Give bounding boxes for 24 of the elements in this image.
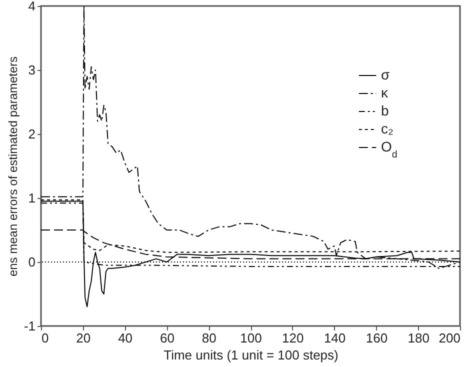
x-tick-label: 180 [408, 330, 430, 346]
x-tick-label: 140 [324, 330, 346, 346]
x-tick-label: 0 [42, 330, 49, 346]
legend-label: σ [381, 66, 390, 82]
y-tick-label: 1 [28, 190, 36, 206]
x-tick-label: 160 [366, 330, 388, 346]
y-tick-label: -1 [24, 318, 36, 334]
x-tick-label: 200 [438, 330, 460, 346]
y-tick-label: 3 [28, 62, 36, 78]
x-tick-label: 120 [282, 330, 304, 346]
x-tick-label: 100 [240, 330, 262, 346]
legend-label: b [381, 102, 389, 118]
y-tick-label: 0 [28, 254, 36, 270]
y-tick-label: 4 [28, 0, 36, 14]
x-tick-label: 40 [118, 330, 133, 346]
y-tick-label: 2 [28, 126, 36, 142]
legend-label: O$_{d}$ [381, 138, 398, 160]
legend-label: κ [381, 84, 389, 100]
y-axis-title: ens mean errors of estimated parameters [6, 56, 20, 277]
x-axis-title: Time units (1 unit = 100 steps) [164, 348, 338, 362]
legend-label: c₂ [381, 120, 394, 136]
x-tick-label: 80 [202, 330, 216, 346]
x-tick-label: 20 [76, 330, 91, 346]
x-tick-label: 60 [160, 330, 174, 346]
